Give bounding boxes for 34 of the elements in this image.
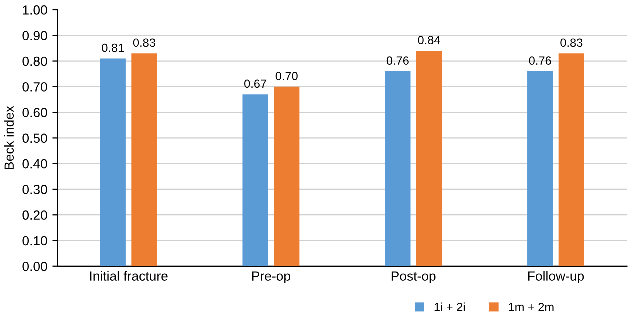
bar [100,58,126,266]
legend-label: 1i + 2i [434,302,465,312]
bar [416,51,442,266]
bar [558,54,584,266]
y-tick-label: 0.80 [22,56,48,66]
bar [385,72,411,266]
y-tick-label: 0.40 [22,159,48,169]
y-tick-label: 0.10 [22,236,48,246]
y-tick-label: 0.70 [22,82,48,92]
bar [132,54,158,266]
data-label: 0.83 [133,38,156,48]
y-tick-label: 1.00 [23,6,48,15]
data-label: 0.83 [560,38,583,48]
x-tick-label: Post-op [392,272,436,284]
y-tick-label: 0.50 [22,134,48,144]
data-label: 0.76 [386,56,409,66]
bar [242,94,268,266]
y-tick-label: 0.90 [22,31,48,41]
y-tick-label: 0.20 [22,210,48,220]
bar [528,72,554,266]
y-axis-title: Beck index [4,106,14,170]
x-tick-label: Follow-up [528,271,584,284]
x-tick-label: Pre-op [252,272,290,284]
x-tick-label: Initial fracture [90,271,168,281]
data-label: 0.81 [102,44,124,52]
y-tick-label: 0.30 [22,185,48,194]
data-label: 0.76 [529,56,552,66]
data-label: 0.70 [276,72,298,80]
y-tick-label: 0.00 [22,262,48,272]
data-label: 0.67 [244,80,266,88]
y-tick-label: 0.60 [22,108,48,118]
legend-label: 1m + 2m [509,303,554,312]
bar [274,86,300,266]
data-label: 0.84 [418,36,440,45]
